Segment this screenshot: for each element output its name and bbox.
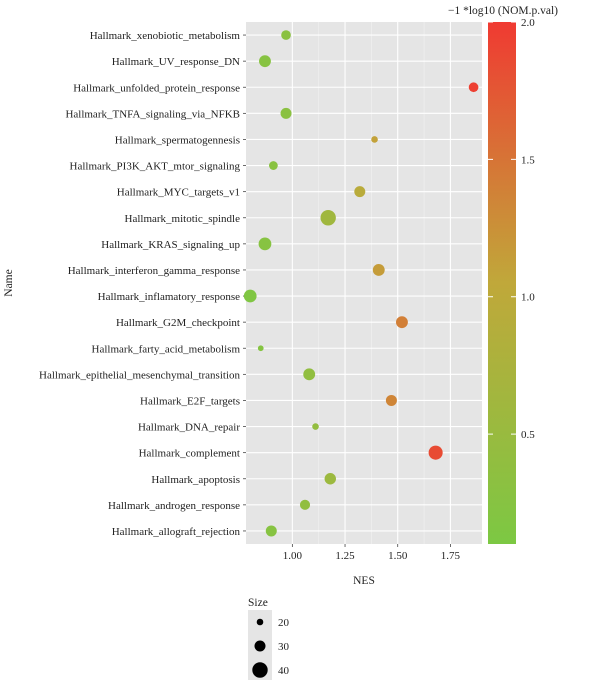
size-key-label: 40 [278,665,290,677]
x-tick-label: 1.00 [283,550,303,562]
x-axis-ticks: 1.00 1.25 1.50 1.75 [283,544,461,562]
color-legend-title: −1 *log10 (NOM.p.val) [448,5,558,17]
y-tick-label: Hallmark_interferon_gamma_response [68,265,240,277]
y-tick-label: Hallmark_DNA_repair [138,422,240,434]
data-point [303,368,316,381]
y-tick-label: Hallmark_TNFA_signaling_via_NFKB [65,108,240,120]
y-tick-label: Hallmark_complement [139,448,240,460]
size-key-label: 30 [278,641,290,653]
y-tick-label: Hallmark_epithelial_mesenchymal_transiti… [39,369,240,381]
data-points [243,30,479,537]
y-tick-label: Hallmark_UV_response_DN [112,56,240,68]
x-tick-label: 1.75 [441,550,461,562]
y-tick-label: Hallmark_E2F_targets [140,395,240,407]
size-legend: Size 20 30 40 [248,597,290,680]
size-key-label: 20 [278,617,290,629]
y-tick-label: Hallmark_apoptosis [151,474,240,486]
color-tick-label: 1.5 [521,154,535,166]
size-legend-title: Size [248,597,268,609]
data-point [259,55,271,68]
y-tick-label: Hallmark_KRAS_signaling_up [101,239,240,251]
data-point [320,210,336,226]
x-tick-label: 1.25 [335,550,355,562]
data-point [281,30,291,40]
x-axis-title: NES [353,575,375,587]
size-key-dot [254,640,266,652]
color-tick-label: 2.0 [521,17,535,29]
data-point [312,423,319,430]
y-tick-label: Hallmark_androgen_response [108,500,240,512]
y-tick-label: Hallmark_mitotic_spindle [125,213,241,225]
data-point [371,136,378,143]
y-axis-labels: Hallmark_xenobiotic_metabolism Hallmark_U… [39,30,246,538]
size-key-dot [256,618,264,626]
data-point [280,107,292,119]
size-key-dot [252,662,268,678]
data-point [372,264,385,276]
y-tick-label: Hallmark_farty_acid_metabolism [92,343,241,355]
data-point [268,161,278,170]
color-tick-label: 1.0 [521,292,535,304]
data-point [324,473,337,485]
y-axis-title: Name [3,269,15,296]
y-tick-label: Hallmark_spermatogennesis [115,134,240,146]
data-point [257,345,264,352]
data-point [395,316,408,329]
y-tick-label: Hallmark_PI3K_AKT_mtor_signaling [70,161,241,173]
x-tick-label: 1.50 [388,550,408,562]
y-tick-label: Hallmark_inflamatory_response [98,291,240,303]
data-point [354,186,366,198]
y-tick-label: Hallmark_allograft_rejection [112,526,241,538]
y-tick-label: Hallmark_G2M_checkpoint [116,317,240,329]
data-point [258,237,272,251]
data-point [385,394,397,406]
data-point [243,289,257,303]
data-point [299,499,311,510]
color-bar [488,22,516,544]
y-tick-label: Hallmark_xenobiotic_metabolism [90,30,241,42]
data-point [265,525,277,537]
color-legend: −1 *log10 (NOM.p.val) 0.5 1.0 1.5 2.0 [448,5,558,544]
data-point [468,82,479,93]
y-tick-label: Hallmark_unfolded_protein_response [73,82,240,94]
plot-panel [246,22,482,544]
color-tick-label: 0.5 [521,429,535,441]
data-point [428,445,443,460]
y-tick-label: Hallmark_MYC_targets_v1 [117,187,240,199]
